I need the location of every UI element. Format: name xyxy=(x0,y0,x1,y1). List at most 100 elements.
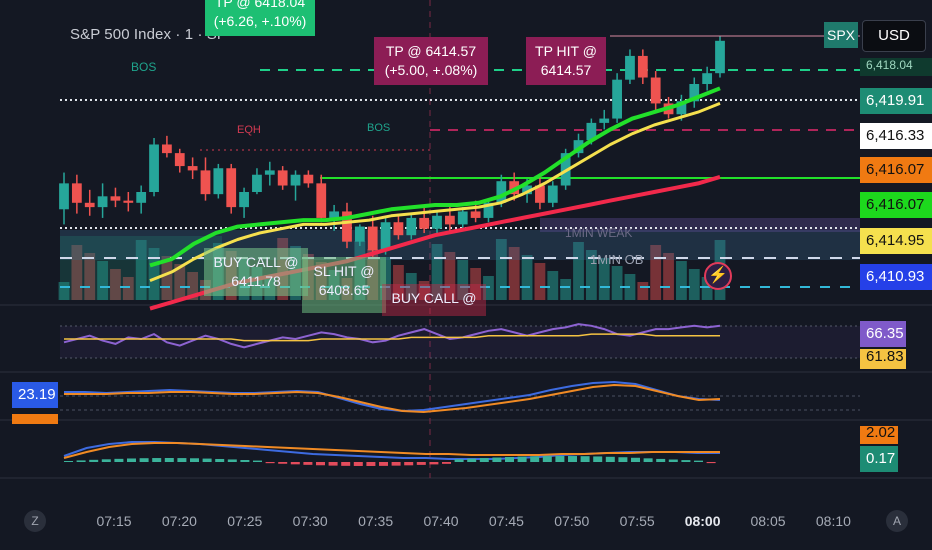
candle-body xyxy=(71,183,82,203)
time-tick: 08:05 xyxy=(750,513,786,529)
macd-histogram-bar xyxy=(568,456,577,462)
candle-body xyxy=(689,84,700,102)
candle-body xyxy=(354,226,365,242)
macd-histogram-bar xyxy=(492,457,502,462)
macd-histogram-bar xyxy=(190,458,199,462)
candle-body xyxy=(200,170,211,195)
buy-call-1-line1: BUY CALL @ xyxy=(213,254,299,270)
buy-call-bubble-1: BUY CALL @ 6411.78 xyxy=(204,248,308,296)
macd-histogram-bar xyxy=(555,456,565,462)
sl-hit-line1: SL HIT @ xyxy=(313,263,375,279)
macd-histogram-bar xyxy=(605,456,615,462)
macd-histogram-bar xyxy=(341,462,351,466)
candle-body xyxy=(187,166,198,171)
macd-histogram-bar xyxy=(530,456,540,462)
macd-histogram-bar xyxy=(442,462,451,464)
candle-body xyxy=(277,170,288,186)
tp-top-line1: TP @ 6418.04 xyxy=(214,0,306,10)
tp-hit-bubble: TP HIT @ 6414.57 xyxy=(526,37,606,85)
candle-body xyxy=(342,211,352,242)
time-tick: 07:25 xyxy=(227,513,263,529)
macd-histogram-bar xyxy=(404,462,414,466)
time-tick: 07:50 xyxy=(554,513,590,529)
tp-mid-line2: (+5.00, +.08%) xyxy=(384,62,478,78)
macd-histogram-bar xyxy=(227,459,237,462)
macd-histogram-bar xyxy=(505,457,514,462)
time-tick: 07:45 xyxy=(488,513,524,529)
volume-bar xyxy=(418,281,430,300)
volume-bar xyxy=(393,265,404,300)
macd-histogram-bar xyxy=(253,460,262,462)
ema-fast-line xyxy=(149,86,721,268)
candle-body xyxy=(252,174,262,192)
lightning-icon[interactable]: ⚡ xyxy=(704,262,732,290)
candle-body xyxy=(84,202,95,208)
candle-body xyxy=(535,185,545,203)
macd-histogram-bar xyxy=(618,457,628,462)
candle-body xyxy=(123,200,134,203)
macd-histogram-bar xyxy=(240,459,250,462)
candle-body xyxy=(547,185,558,203)
zoom-button[interactable]: Z xyxy=(24,510,46,532)
candle-body xyxy=(290,174,301,186)
macd-histogram-bar xyxy=(479,458,489,462)
candle-body xyxy=(380,222,391,251)
macd-histogram-bar xyxy=(101,459,111,462)
volume-bar xyxy=(135,240,147,300)
candle-body xyxy=(457,211,468,225)
rsi-badge: 66.35 xyxy=(860,321,906,347)
candlesticks xyxy=(59,36,725,257)
osc-left-badge: 23.19 xyxy=(12,382,58,408)
price-badge-6: 6,410.93 xyxy=(860,264,932,290)
candle-body xyxy=(573,140,584,154)
buy-call-2-line1: BUY CALL @ xyxy=(391,290,477,306)
volume-bar xyxy=(405,273,417,300)
bos-label-2: BOS xyxy=(367,122,391,134)
volume-bar xyxy=(560,279,572,300)
macd-histogram-bar xyxy=(89,459,99,462)
candle-body xyxy=(586,122,597,141)
volume-bar xyxy=(650,245,662,300)
candle-body xyxy=(239,192,249,208)
macd-histogram-bar xyxy=(290,462,300,465)
currency-button[interactable]: USD xyxy=(862,20,926,52)
time-tick: 08:00 xyxy=(684,513,721,529)
macd-histogram-bar xyxy=(76,460,86,462)
volume-bar xyxy=(688,269,700,300)
macd-histogram-bar xyxy=(668,459,678,462)
macd-histogram-bar xyxy=(631,457,640,462)
volume-bar xyxy=(187,272,199,300)
volume-bar xyxy=(611,266,623,300)
osc-orange-line xyxy=(64,383,721,414)
tp-hit-line2: 6414.57 xyxy=(540,62,592,78)
candle-body xyxy=(676,101,687,115)
macd-histogram-bar xyxy=(656,458,666,462)
candle-body xyxy=(316,183,327,218)
macd-badge: 0.17 xyxy=(860,446,898,472)
osc-right-badge: 2.02 xyxy=(860,426,898,444)
tp-top-bubble: TP @ 6418.04 (+6.26, +.10%) xyxy=(205,0,315,36)
macd-histogram-bar xyxy=(681,460,691,462)
macd-histogram-bar xyxy=(643,458,653,462)
volume-bar xyxy=(71,245,83,300)
auto-scale-button[interactable]: A xyxy=(886,510,908,532)
rsi-ma-line xyxy=(64,333,720,342)
candle-body xyxy=(702,73,713,84)
time-tick: 07:55 xyxy=(619,513,655,529)
symbol-button[interactable]: SPX xyxy=(824,22,858,48)
volume-bar xyxy=(97,261,108,300)
macd-histogram-bar xyxy=(114,458,124,462)
tp-top-line2: (+6.26, +.10%) xyxy=(213,13,307,29)
candle-body xyxy=(432,215,442,229)
tp-hit-line1: TP HIT @ xyxy=(535,43,597,59)
macd-histogram-bar xyxy=(593,456,603,462)
candle-body xyxy=(419,217,430,229)
chart-title: S&P 500 Index · 1 · SP xyxy=(70,26,228,43)
osc-left-badge-2 xyxy=(12,414,58,424)
ema-mid-line xyxy=(149,102,721,282)
macd-histogram-bar xyxy=(429,462,439,465)
rsi-band xyxy=(60,326,860,358)
time-tick: 07:35 xyxy=(358,513,394,529)
ob-label: 1MIN OB xyxy=(590,252,644,267)
candle-body xyxy=(406,217,417,236)
